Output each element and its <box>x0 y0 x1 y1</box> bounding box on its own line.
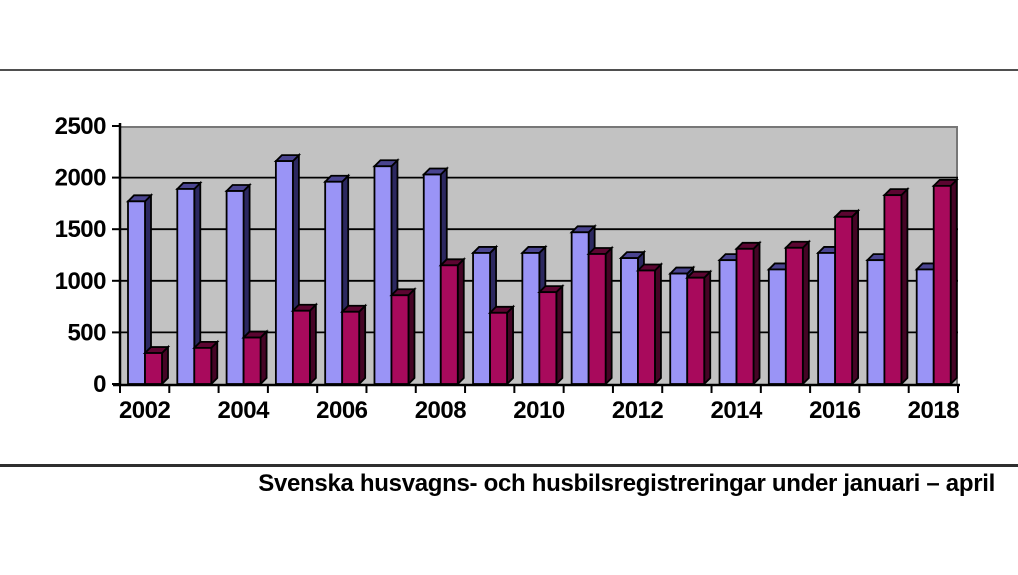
x-tick-label: 2004 <box>218 397 271 424</box>
y-tick-label: 2500 <box>55 113 107 140</box>
magenta-bars-2014 <box>734 240 762 387</box>
bar-front <box>784 246 804 385</box>
magenta-bars-2015 <box>783 239 811 387</box>
y-tick-label: 0 <box>93 371 106 398</box>
bar-front <box>767 268 787 385</box>
chart-caption: Svenska husvagns- och husbilsregistrerin… <box>258 470 995 497</box>
bar-side <box>703 269 712 387</box>
x-tick-label: 2010 <box>513 397 565 424</box>
bar-front <box>422 173 442 385</box>
bar-front <box>472 252 491 385</box>
x-tick-label: 2008 <box>415 397 467 424</box>
magenta-bars-2017 <box>882 186 910 387</box>
magenta-bars-2003 <box>192 339 220 387</box>
x-tick-label: 2018 <box>908 397 960 424</box>
y-tick-label: 2000 <box>55 165 107 192</box>
bar-front <box>669 272 689 385</box>
magenta-bars-2009 <box>487 304 516 387</box>
magenta-bars-2012 <box>635 262 664 387</box>
bar-front <box>718 259 738 385</box>
bar-front <box>834 215 854 385</box>
x-tick-label: 2012 <box>612 397 664 424</box>
x-tick-label: 2014 <box>710 397 763 424</box>
bar-side <box>949 177 958 387</box>
magenta-bars-2008 <box>438 257 466 387</box>
bar-side <box>900 186 909 387</box>
magenta-bars-2010 <box>537 283 565 387</box>
bar-front <box>324 180 344 385</box>
bar-side <box>555 283 564 387</box>
blue-bars-2003 <box>175 180 203 387</box>
bar-front <box>127 200 146 385</box>
bar-side <box>851 208 860 387</box>
bar-front <box>538 291 558 385</box>
bar-front <box>521 252 541 385</box>
magenta-bars-2002 <box>142 344 171 387</box>
bar-front <box>915 268 935 385</box>
bar-front <box>193 346 213 385</box>
top-rule <box>0 69 1018 71</box>
magenta-bars-2013 <box>685 269 713 387</box>
bar-side <box>604 245 613 387</box>
bar-front <box>866 259 886 385</box>
y-tick-label: 1500 <box>55 216 107 243</box>
bar-front <box>489 311 508 385</box>
x-tick-label: 2016 <box>809 397 861 424</box>
y-tick-label: 500 <box>67 319 106 346</box>
x-tick-label: 2006 <box>316 397 368 424</box>
bar-front <box>932 184 952 385</box>
magenta-bars-2005 <box>290 302 319 387</box>
bar-front <box>439 264 459 385</box>
bar-front <box>341 310 361 385</box>
bar-front <box>242 336 262 385</box>
magenta-bars-2018 <box>931 177 959 387</box>
bar-front <box>373 165 393 385</box>
bar-front <box>817 252 837 385</box>
bar-front <box>291 309 311 385</box>
magenta-bars-2016 <box>832 208 861 387</box>
bar-front <box>176 188 196 385</box>
bar-front <box>735 247 755 385</box>
bar-front <box>686 276 706 385</box>
bar-front <box>144 352 163 385</box>
x-tick-label: 2002 <box>119 397 171 424</box>
caption-rule <box>0 464 1018 467</box>
y-tick-label: 1000 <box>55 268 107 295</box>
bar-front <box>570 231 590 385</box>
bar-front <box>620 257 639 385</box>
bar-front <box>274 160 294 385</box>
magenta-bars-2007 <box>389 287 417 387</box>
bar-side <box>752 240 761 387</box>
bar-side <box>654 262 662 387</box>
bar-front <box>225 190 245 385</box>
magenta-bars-2006 <box>340 303 368 387</box>
bar-side <box>801 239 810 387</box>
bar-front <box>883 194 903 385</box>
bar-front <box>587 253 607 385</box>
bar-front <box>637 269 656 385</box>
magenta-bars-2011 <box>586 245 614 387</box>
magenta-bars-2004 <box>241 329 269 387</box>
blue-bars-2004 <box>224 182 252 387</box>
bar-front <box>390 294 410 385</box>
